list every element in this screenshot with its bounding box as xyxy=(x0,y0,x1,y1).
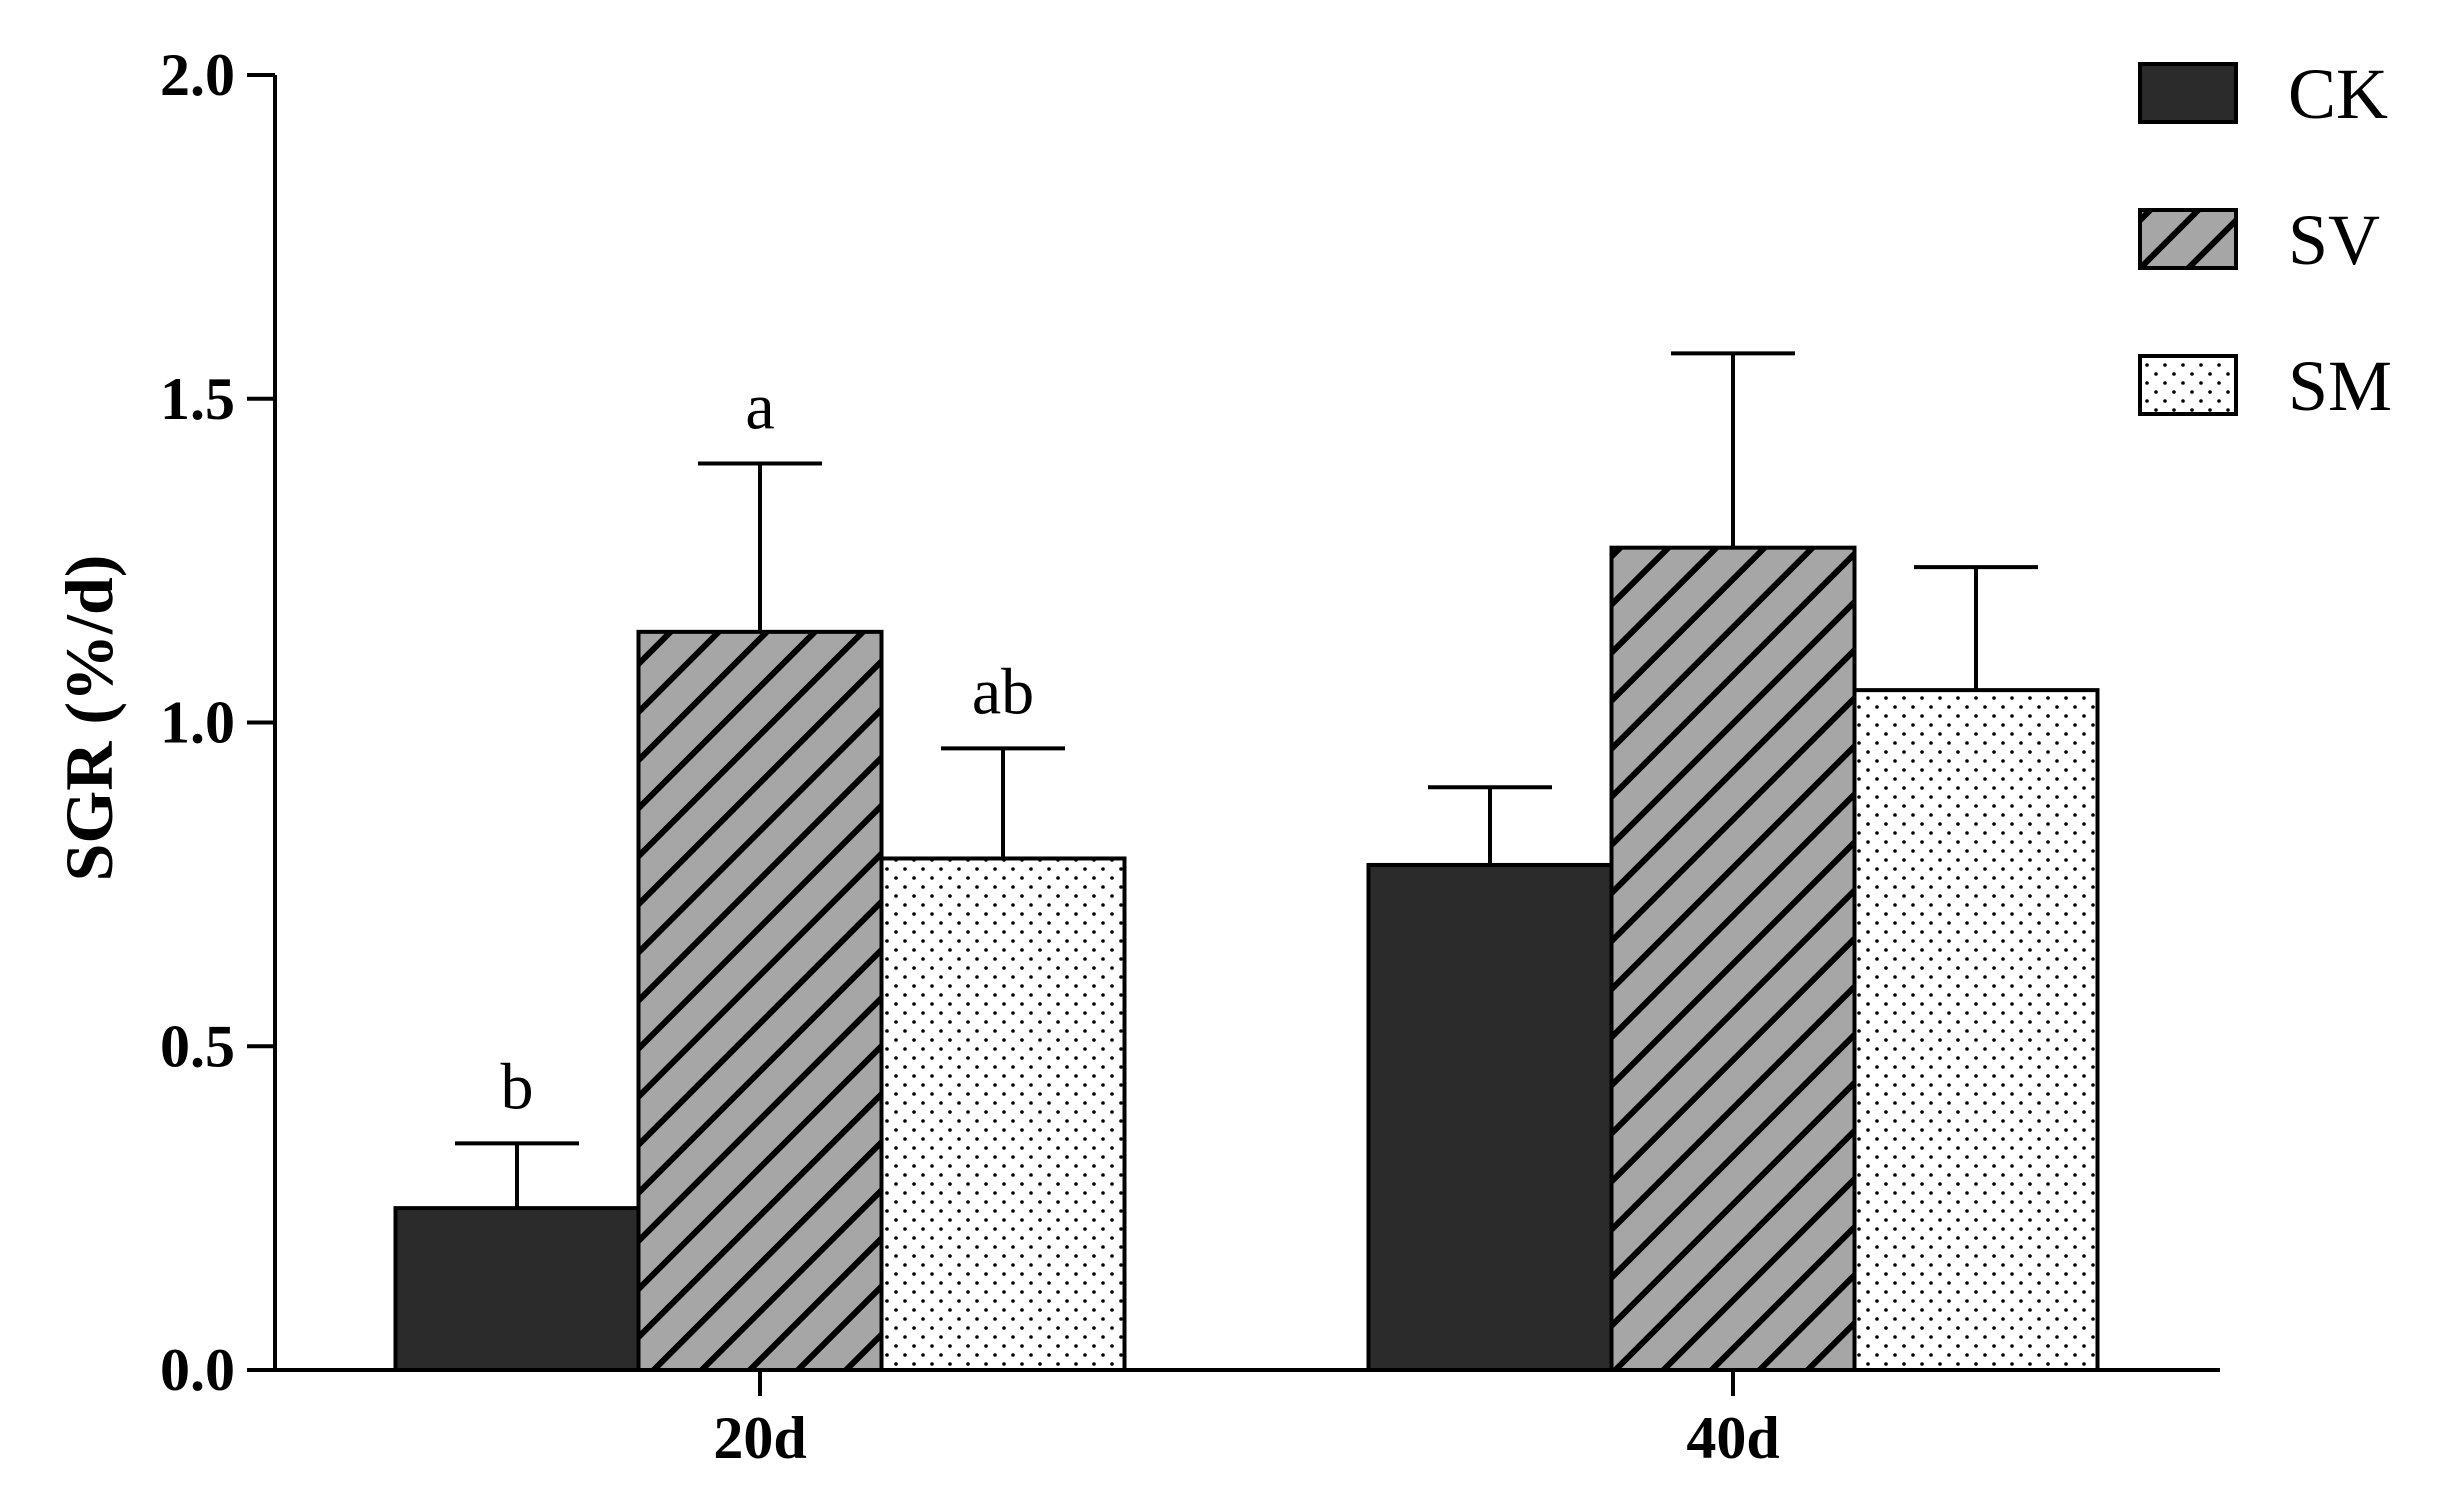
legend-label-ck: CK xyxy=(2288,54,2388,134)
bar-sm-20d xyxy=(879,856,1127,1372)
legend-swatch-sm xyxy=(2138,354,2238,416)
x-tick-label: 40d xyxy=(1686,1405,1779,1471)
y-tick-label: 0.5 xyxy=(160,1013,235,1079)
legend-label-sm: SM xyxy=(2288,346,2392,426)
significance-letter: b xyxy=(501,1050,534,1123)
bar-ck-20d xyxy=(393,1206,641,1372)
significance-letters: b a ab xyxy=(501,371,1035,1124)
legend-swatch-sv xyxy=(2138,208,2238,270)
y-axis: 0.0 0.5 1.0 1.5 2.0 xyxy=(160,42,277,1403)
significance-letter: ab xyxy=(972,655,1034,728)
significance-letter: a xyxy=(745,371,774,444)
y-tick-label: 1.5 xyxy=(160,366,235,432)
y-tick-label: 1.0 xyxy=(160,690,235,756)
legend: CK SV SM xyxy=(2138,54,2392,426)
bar-sm-40d xyxy=(1852,688,2100,1372)
y-tick-label: 2.0 xyxy=(160,42,235,108)
bar-sv-40d xyxy=(1609,545,1857,1372)
x-tick-label: 20d xyxy=(713,1405,806,1471)
legend-swatch-ck xyxy=(2138,62,2238,124)
legend-label-sv: SV xyxy=(2288,200,2380,280)
x-axis: 20d 40d xyxy=(275,1368,2220,1471)
bars xyxy=(393,545,2100,1372)
y-axis-title: SGR (%/d) xyxy=(51,555,127,882)
bar-sv-20d xyxy=(636,629,884,1372)
bar-ck-40d xyxy=(1366,862,1614,1372)
error-bars xyxy=(455,351,2038,1209)
y-tick-label: 0.0 xyxy=(160,1337,235,1403)
